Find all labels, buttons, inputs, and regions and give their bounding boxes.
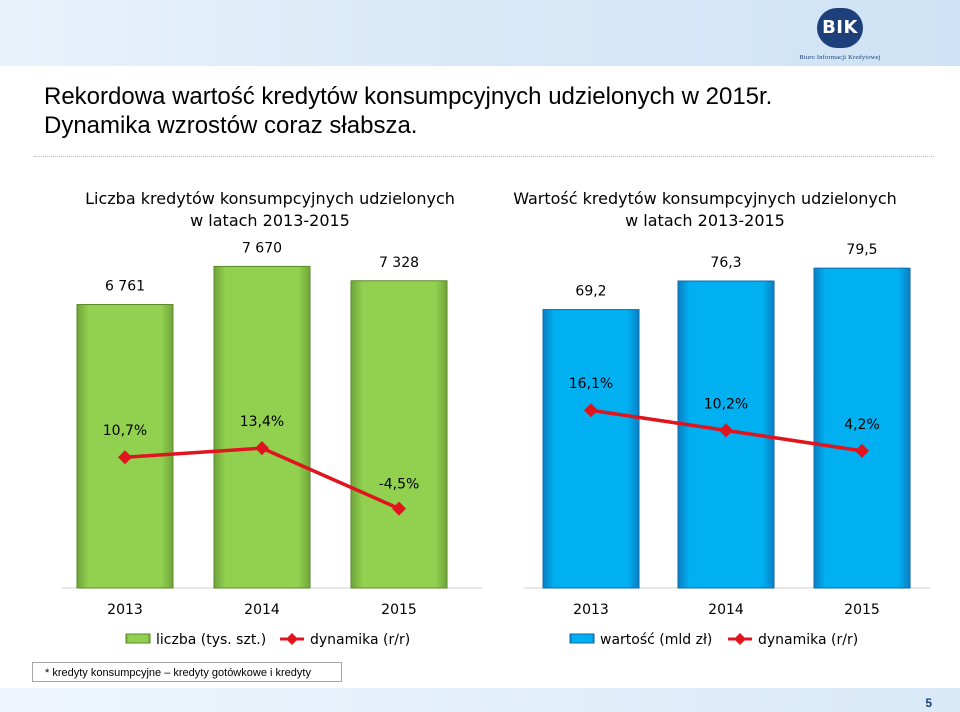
- x-tick-label-1-0: 2013: [573, 602, 609, 618]
- x-tick-label-0-1: 2014: [244, 602, 280, 618]
- title-line-1: Rekordowa wartość kredytów konsumpcyjnyc…: [44, 83, 773, 110]
- line-value-label-1-2: 4,2%: [844, 417, 880, 433]
- bik-logo: BIK Biuro Informacji Kredytowej: [790, 6, 950, 70]
- legend-label-line-1: dynamika (r/r): [758, 632, 858, 648]
- chart-title-left: Liczba kredytów konsumpcyjnych udzielony…: [60, 188, 480, 232]
- x-tick-label-1-2: 2015: [844, 602, 880, 618]
- bar-value-label-0-2: 7 328: [379, 255, 419, 271]
- line-value-label-0-1: 13,4%: [240, 414, 284, 430]
- legend-marker-line-1: [734, 633, 746, 645]
- line-value-label-1-1: 10,2%: [704, 396, 748, 412]
- legend-swatch-bar-0: [125, 633, 151, 644]
- bar-0-0: [76, 304, 174, 589]
- line-point-0-2: [392, 501, 406, 516]
- line-point-1-1: [719, 423, 733, 438]
- line-value-label-0-2: -4,5%: [379, 477, 420, 493]
- chart-title-left-line-2: w latach 2013-2015: [190, 211, 350, 230]
- bar-value-label-0-1: 7 670: [242, 240, 282, 256]
- bar-0-2: [350, 280, 448, 589]
- line-point-1-0: [584, 403, 598, 418]
- logo-subtitle: Biuro Informacji Kredytowej: [799, 54, 881, 61]
- bar-1-0: [542, 309, 640, 589]
- x-tick-label-0-2: 2015: [381, 602, 417, 618]
- legend-swatch-bar-1: [569, 633, 595, 644]
- bar-value-label-0-0: 6 761: [105, 279, 145, 295]
- logo-badge: BIK: [817, 8, 863, 48]
- title-line-2: Dynamika wzrostów coraz słabsza.: [44, 112, 418, 139]
- legend-label-bar-1: wartość (mld zł): [600, 632, 712, 648]
- chart-title-left-line-1: Liczba kredytów konsumpcyjnych udzielony…: [85, 189, 455, 208]
- x-tick-label-0-0: 2013: [107, 602, 143, 618]
- bar-1-2: [813, 267, 911, 589]
- bar-value-label-1-0: 69,2: [575, 284, 606, 300]
- footer-band: [0, 688, 960, 712]
- title-divider: [34, 156, 934, 157]
- chart-title-right: Wartość kredytów konsumpcyjnych udzielon…: [490, 188, 920, 232]
- legend-label-line-0: dynamika (r/r): [310, 632, 410, 648]
- bar-0-1: [213, 265, 311, 589]
- bar-value-label-1-1: 76,3: [710, 255, 741, 271]
- header-band: [0, 0, 960, 70]
- chart-title-right-line-2: w latach 2013-2015: [625, 211, 785, 230]
- slide-title: Rekordowa wartość kredytów konsumpcyjnyc…: [44, 82, 864, 140]
- line-value-label-0-0: 10,7%: [103, 423, 147, 439]
- line-point-1-2: [855, 443, 869, 458]
- legend-marker-line-0: [286, 633, 298, 645]
- page-number: 5: [925, 696, 932, 710]
- footnote: * kredyty konsumpcyjne – kredyty gotówko…: [32, 662, 342, 699]
- chart-title-right-line-1: Wartość kredytów konsumpcyjnych udzielon…: [513, 189, 897, 208]
- bar-value-label-1-2: 79,5: [846, 242, 877, 258]
- legend-label-bar-0: liczba (tys. szt.): [156, 632, 266, 648]
- line-point-0-1: [255, 441, 269, 456]
- x-tick-label-1-1: 2014: [708, 602, 744, 618]
- line-value-label-1-0: 16,1%: [569, 376, 613, 392]
- line-point-0-0: [118, 450, 132, 465]
